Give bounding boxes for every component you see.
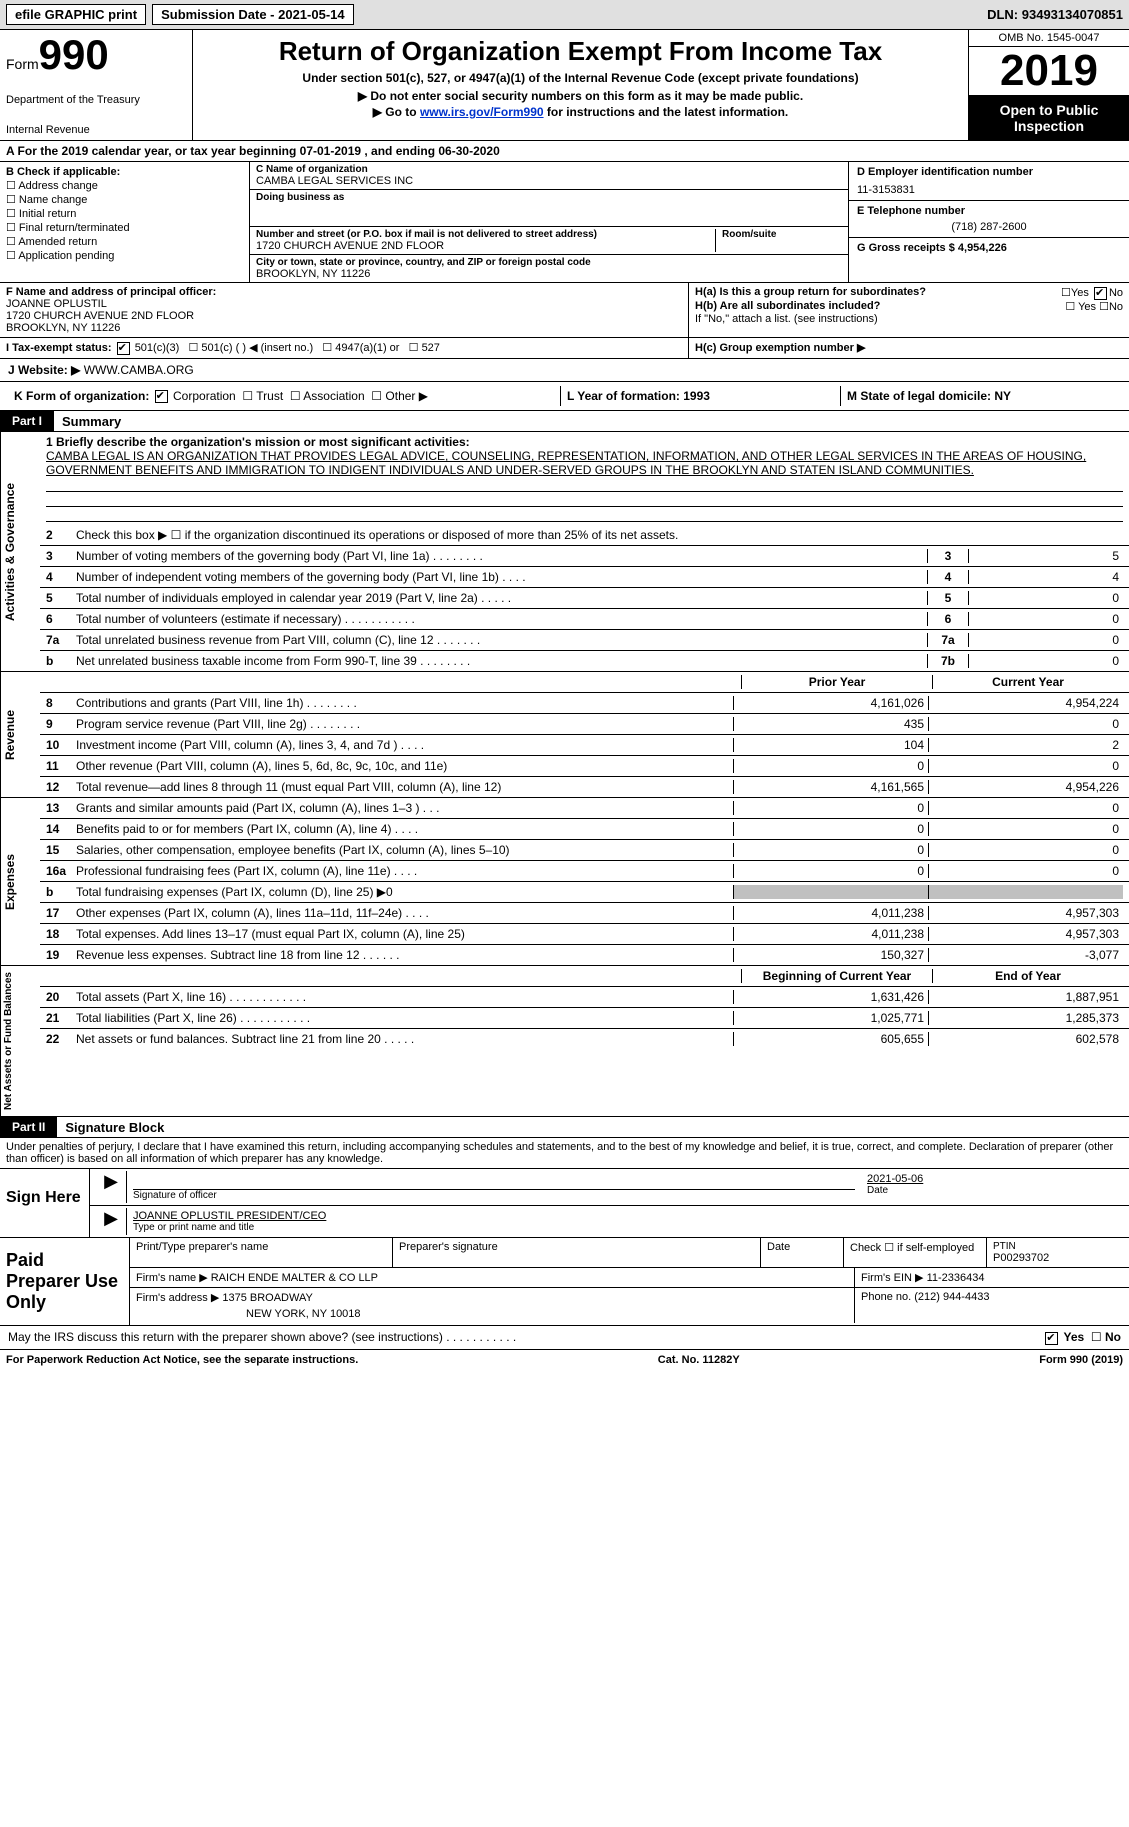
part-2-header: Part II Signature Block <box>0 1117 1129 1138</box>
dln: DLN: 93493134070851 <box>987 7 1123 22</box>
efile-button[interactable]: efile GRAPHIC print <box>6 4 146 25</box>
header: Form990 Department of the Treasury Inter… <box>0 30 1129 141</box>
net-assets-section: Net Assets or Fund Balances Beginning of… <box>0 966 1129 1117</box>
part-1-header: Part I Summary <box>0 411 1129 432</box>
form-990-page: efile GRAPHIC print Submission Date - 20… <box>0 0 1129 1370</box>
officer-row: F Name and address of principal officer:… <box>0 283 1129 338</box>
discuss-row: May the IRS discuss this return with the… <box>0 1326 1129 1349</box>
form-title: Return of Organization Exempt From Incom… <box>201 36 960 67</box>
activities-governance-section: Activities & Governance 1 Briefly descri… <box>0 432 1129 672</box>
sign-here-section: Sign Here ▶ Signature of officer 2021-05… <box>0 1169 1129 1238</box>
title-box: Return of Organization Exempt From Incom… <box>193 30 969 140</box>
paid-preparer-section: Paid Preparer Use Only Print/Type prepar… <box>0 1238 1129 1326</box>
submission-date: Submission Date - 2021-05-14 <box>152 4 354 25</box>
top-bar: efile GRAPHIC print Submission Date - 20… <box>0 0 1129 30</box>
year-box: OMB No. 1545-0047 2019 Open to Public In… <box>969 30 1129 140</box>
footer: For Paperwork Reduction Act Notice, see … <box>0 1350 1129 1370</box>
website-row: J Website: ▶ WWW.CAMBA.ORG <box>0 359 1129 382</box>
period-row: A For the 2019 calendar year, or tax yea… <box>0 141 1129 162</box>
expenses-section: Expenses 13Grants and similar amounts pa… <box>0 798 1129 966</box>
irs-link[interactable]: www.irs.gov/Form990 <box>420 105 544 119</box>
form-number-box: Form990 Department of the Treasury Inter… <box>0 30 193 140</box>
perjury-statement: Under penalties of perjury, I declare th… <box>0 1138 1129 1169</box>
identity-grid: B Check if applicable: ☐ Address change … <box>0 162 1129 283</box>
revenue-section: Revenue Prior Year Current Year 8Contrib… <box>0 672 1129 798</box>
